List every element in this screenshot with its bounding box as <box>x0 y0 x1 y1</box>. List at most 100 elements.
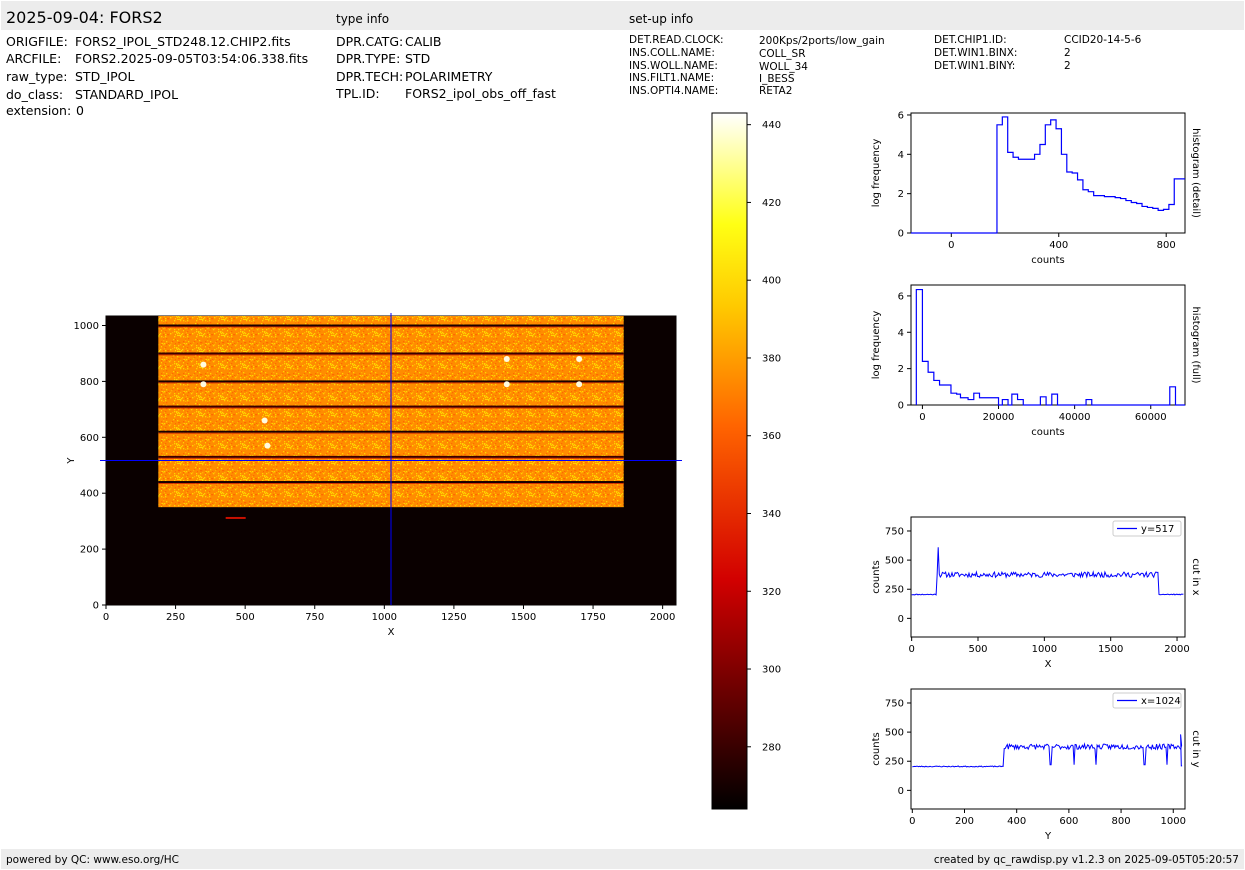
x-tick-label: 0 <box>908 644 914 655</box>
setup-info-value: RETA2 <box>759 85 793 97</box>
y-tick-label: 1000 <box>74 321 99 332</box>
x-tick-label: 600 <box>1059 816 1078 827</box>
file-info-key: ARCFILE: <box>6 51 62 66</box>
x-tick-label: 500 <box>968 644 987 655</box>
x-tick-label: 40000 <box>1059 412 1091 423</box>
x-tick-label: 500 <box>236 612 255 623</box>
y-tick-label: 0 <box>898 229 904 240</box>
x-tick-label: 1750 <box>580 612 605 623</box>
cut-line <box>911 547 1184 596</box>
type-info-value: CALIB <box>405 34 442 49</box>
legend-label: x=1024 <box>1141 696 1181 707</box>
chart-raw-image: 0 250 500 750 1000 1250 1500 1750 2000 0 200 400 600… <box>66 313 682 638</box>
y-tick-label: 250 <box>885 757 904 768</box>
setup-info-heading: set-up info <box>629 12 694 26</box>
y-tick-label: 4 <box>898 150 904 161</box>
colorbar-gradient <box>711 112 748 810</box>
footer-created-by: created by qc_rawdisp.py v1.2.3 on 2025-… <box>933 854 1239 866</box>
x-tick-label: 0 <box>948 240 954 251</box>
colorbar: 280 300 320 340 360 380 400 420 440 <box>711 112 781 810</box>
y-axis-label: counts <box>871 560 882 593</box>
y-axis-label: counts <box>871 732 882 765</box>
y-tick-label: 0 <box>898 786 904 797</box>
y-tick-label: 0 <box>93 601 99 612</box>
y-tick-label: 6 <box>898 291 904 302</box>
setup-info-value: WOLL_34 <box>759 61 808 73</box>
histogram-line <box>911 116 1185 234</box>
x-tick-label: 2000 <box>650 612 675 623</box>
y-tick-label: 500 <box>885 556 904 567</box>
colorbar-tick-label: 440 <box>762 120 781 131</box>
setup-info-key: DET.CHIP1.ID: <box>934 34 1007 46</box>
x-tick-label: 0 <box>909 816 915 827</box>
star <box>503 356 510 363</box>
footer-band <box>1 849 1244 869</box>
setup-info-value: 2 <box>1064 47 1071 59</box>
y-tick-label: 250 <box>885 585 904 596</box>
setup-info-key: DET.WIN1.BINY: <box>934 60 1016 72</box>
setup-info-key: INS.COLL.NAME: <box>629 47 715 59</box>
defect <box>225 516 246 519</box>
file-info-value: STANDARD_IPOL <box>75 87 179 102</box>
type-info-key: DPR.TECH: <box>336 69 404 84</box>
star <box>503 381 510 388</box>
y-tick-label: 4 <box>898 328 904 339</box>
star <box>200 381 207 388</box>
chart-histogram-detail-: 0 400 800 0 2 4 6 counts log frequency histogram … <box>871 110 1201 266</box>
x-tick-label: 1000 <box>1032 644 1057 655</box>
x-tick-label: 1000 <box>1161 816 1186 827</box>
x-tick-label: 1250 <box>441 612 466 623</box>
type-info-value: STD <box>405 51 431 66</box>
y-axis-label: log frequency <box>871 139 882 208</box>
x-tick-label: 200 <box>955 816 974 827</box>
x-tick-label: 750 <box>305 612 324 623</box>
x-tick-label: 400 <box>1007 816 1026 827</box>
y-tick-label: 0 <box>898 401 904 412</box>
type-info-key: DPR.TYPE: <box>336 51 401 66</box>
cut-line <box>912 734 1183 768</box>
y-tick-label: 6 <box>898 110 904 121</box>
file-info-value: FORS2_IPOL_STD248.12.CHIP2.fits <box>75 34 291 49</box>
star <box>261 417 268 424</box>
type-info-key: DPR.CATG: <box>336 34 404 49</box>
x-tick-label: 0 <box>103 612 109 623</box>
footer-powered-by: powered by QC: www.eso.org/HC <box>6 854 180 866</box>
x-axis-label: counts <box>1031 427 1064 438</box>
x-tick-label: 1500 <box>511 612 536 623</box>
setup-info-value: I_BESS <box>759 73 795 85</box>
type-info-value: POLARIMETRY <box>405 69 493 84</box>
setup-info-key: INS.WOLL.NAME: <box>629 60 718 72</box>
x-tick-label: 400 <box>1049 240 1068 251</box>
x-tick-label: 1000 <box>372 612 397 623</box>
colorbar-tick-label: 360 <box>762 431 781 442</box>
type-info-key: TPL.ID: <box>336 86 380 101</box>
histogram-line <box>915 288 1185 406</box>
x-tick-label: 250 <box>166 612 185 623</box>
x-tick-label: 800 <box>1157 240 1176 251</box>
y-tick-label: 2 <box>898 189 904 200</box>
x-axis-label: counts <box>1031 255 1064 266</box>
x-axis-label: X <box>388 627 395 638</box>
setup-info-key: INS.FILT1.NAME: <box>629 72 715 84</box>
colorbar-tick-label: 380 <box>762 353 781 364</box>
colorbar-tick-label: 300 <box>762 665 781 676</box>
y-tick-label: 400 <box>80 489 99 500</box>
setup-info-key: INS.OPTI4.NAME: <box>629 85 719 97</box>
colorbar-tick-label: 320 <box>762 587 781 598</box>
file-info-key: extension: <box>6 103 72 118</box>
y-tick-label: 500 <box>885 728 904 739</box>
colorbar-tick-label: 340 <box>762 509 781 520</box>
y-tick-label: 200 <box>80 545 99 556</box>
plot-frame <box>910 112 1186 234</box>
colorbar-tick-label: 400 <box>762 276 781 287</box>
plot-frame <box>910 516 1186 638</box>
setup-info-key: DET.READ.CLOCK: <box>629 34 724 46</box>
x-axis-label: X <box>1045 659 1052 670</box>
chart-histogram-full-: 0 20000 40000 60000 0 2 4 6 counts log frequency h… <box>871 284 1201 438</box>
setup-info-value: CCID20-14-5-6 <box>1064 34 1142 46</box>
page-title: 2025-09-04: FORS2 <box>6 8 163 27</box>
plot-frame <box>910 688 1186 810</box>
y-tick-label: 2 <box>898 364 904 375</box>
